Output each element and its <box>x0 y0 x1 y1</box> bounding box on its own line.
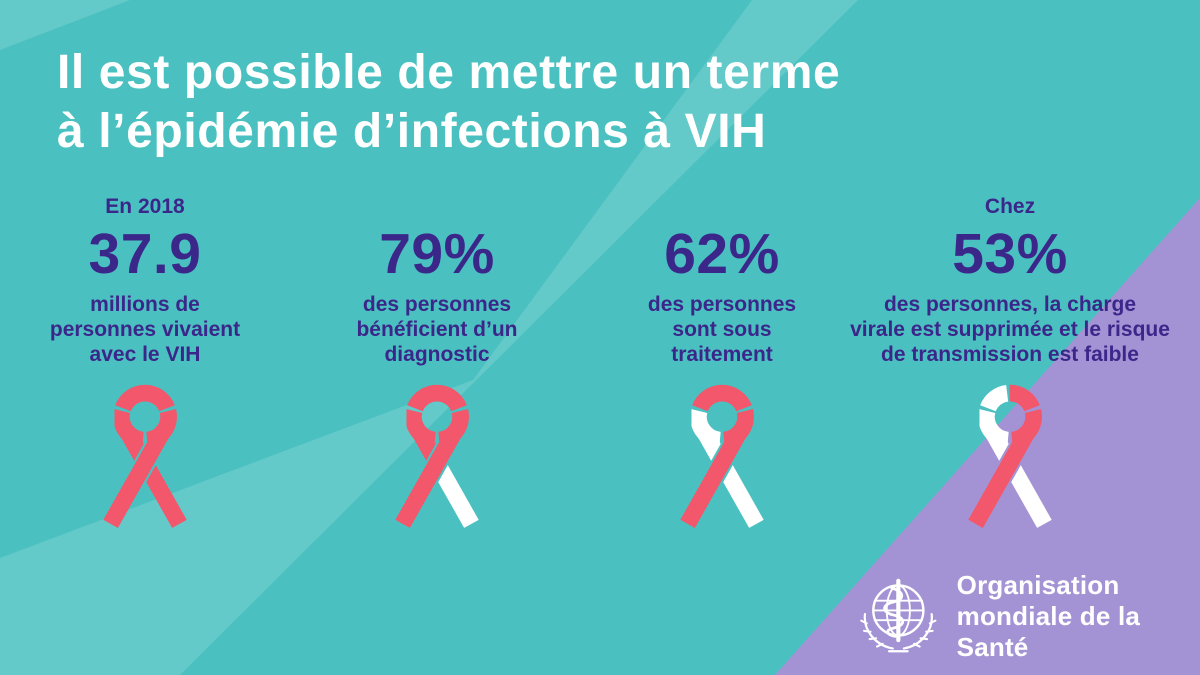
stat-column-diagnosed: 79% des personnes bénéficient d’un diagn… <box>307 192 567 367</box>
stat-prelabel <box>307 192 567 224</box>
stat-column-on-treatment: 62% des personnes sont sous traitement <box>602 192 842 367</box>
aids-ribbon-icon <box>378 383 496 531</box>
title-line-2: à l’épidémie d’infections à VIH <box>57 104 767 158</box>
stat-value: 53% <box>952 222 1068 286</box>
stat-desc: des personnes, la charge virale est supp… <box>850 293 1170 366</box>
who-logo-line-1: Organisation <box>956 569 1120 600</box>
stat-prelabel <box>602 192 842 224</box>
aids-ribbon-icon <box>951 383 1069 531</box>
stat-column-virally-suppressed: Chez 53% des personnes, la charge virale… <box>815 192 1200 367</box>
stat-column-people-living-with-hiv: En 2018 37.9 millions de personnes vivai… <box>15 192 275 367</box>
page-title: Il est possible de mettre un terme à l’é… <box>57 44 840 161</box>
aids-ribbon-icon <box>663 383 781 531</box>
stat-value: 79% <box>379 222 495 286</box>
stat-value: 37.9 <box>88 222 202 286</box>
stat-prelabel: En 2018 <box>105 195 185 218</box>
who-logo: Organisation mondiale de la Santé <box>852 566 1200 666</box>
who-logo-line-2: mondiale de la Santé <box>956 600 1141 662</box>
stat-value: 62% <box>664 222 780 286</box>
stat-desc: des personnes sont sous traitement <box>647 293 797 366</box>
stat-desc: des personnes bénéficient d’un diagnosti… <box>356 293 518 366</box>
aids-ribbon-icon <box>86 383 204 531</box>
who-emblem-icon <box>860 578 937 653</box>
who-logo-text: Organisation mondiale de la Santé <box>957 570 1200 663</box>
title-line-1: Il est possible de mettre un terme <box>57 46 841 99</box>
stat-prelabel: Chez <box>984 195 1036 218</box>
stat-desc: millions de personnes vivaient avec le V… <box>49 293 241 366</box>
